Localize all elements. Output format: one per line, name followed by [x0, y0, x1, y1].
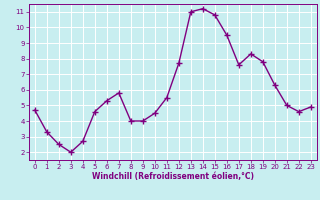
X-axis label: Windchill (Refroidissement éolien,°C): Windchill (Refroidissement éolien,°C)	[92, 172, 254, 181]
